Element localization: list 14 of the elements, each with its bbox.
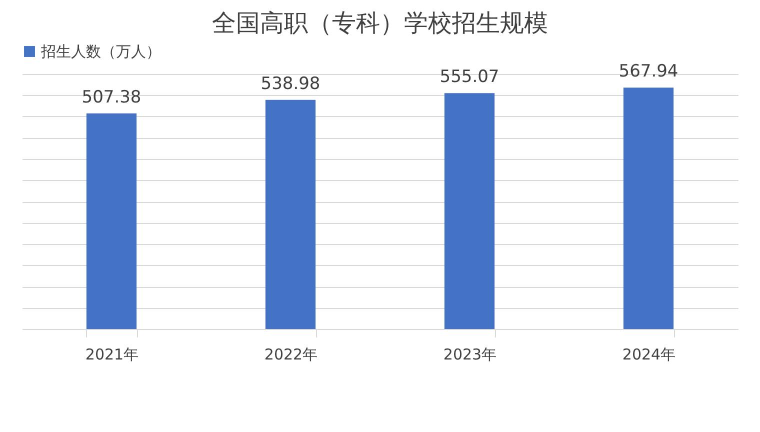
bar <box>623 88 674 329</box>
data-label: 538.98 <box>260 74 320 94</box>
bar <box>444 93 495 329</box>
bar <box>86 113 137 329</box>
chart-title: 全国高职（专科）学校招生规模 <box>212 9 548 37</box>
x-tick-label: 2022年 <box>264 346 318 364</box>
x-tick-label: 2023年 <box>443 346 497 364</box>
data-label: 555.07 <box>440 67 500 88</box>
bar <box>265 100 316 329</box>
x-tick-label: 2021年 <box>85 346 139 364</box>
data-label: 507.38 <box>82 87 142 108</box>
data-label: 567.94 <box>618 62 678 82</box>
x-tick-label: 2024年 <box>622 346 676 364</box>
legend-label: 招生人数（万人） <box>40 42 161 60</box>
